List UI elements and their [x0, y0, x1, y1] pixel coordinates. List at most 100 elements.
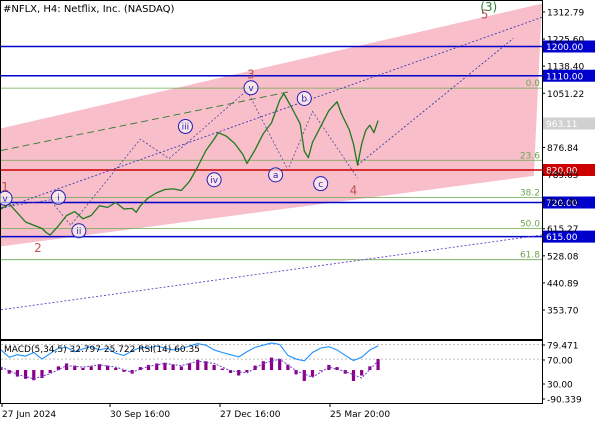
- macd-histogram-bar: [171, 364, 175, 371]
- y-tick-label: 1051.22: [547, 90, 584, 100]
- wave-path: [1, 89, 358, 226]
- macd-histogram-bar: [360, 370, 364, 376]
- macd-histogram-bar: [294, 370, 298, 375]
- macd-histogram-bar: [48, 370, 52, 373]
- key-level-label: 720.00: [546, 199, 578, 209]
- wave-label: iii: [182, 123, 190, 133]
- wave-label-circle: [268, 167, 284, 183]
- macd-histogram-bar: [7, 370, 11, 374]
- rsi-line: [1, 342, 379, 362]
- wave-label: i: [57, 194, 60, 204]
- macd-histogram-bar: [220, 368, 224, 371]
- macd-histogram-bar: [376, 359, 380, 371]
- wave-label: 2: [34, 241, 42, 255]
- wave-label: 3: [247, 67, 255, 81]
- macd-histogram-bar: [40, 370, 44, 379]
- wave-label-circle: [177, 118, 193, 134]
- macd-histogram-bar: [253, 365, 257, 371]
- indicator-y-tick-label: 30.00: [547, 381, 573, 391]
- key-level-label: 1110.00: [546, 72, 583, 82]
- macd-histogram-bar: [302, 370, 306, 381]
- wave-label: ii: [76, 227, 81, 237]
- y-tick-label: 1138.40: [547, 63, 584, 73]
- x-tick-label: 30 Sep 16:00: [110, 410, 170, 420]
- key-level-tag: [543, 230, 595, 243]
- macd-signal-line: [1, 358, 379, 380]
- macd-histogram-bar: [351, 370, 356, 381]
- indicator-panel-frame: [0, 340, 543, 404]
- wave-label: b: [301, 95, 307, 105]
- macd-histogram-bar: [237, 370, 241, 376]
- macd-histogram-bar: [155, 363, 159, 371]
- y-tick-label: 876.84: [547, 144, 579, 154]
- wave-label-circle: [0, 190, 13, 206]
- wave-label: a: [273, 171, 279, 181]
- macd-histogram-bar: [122, 370, 126, 372]
- wave-label-circle: [50, 189, 66, 205]
- price-panel: 0.023.638.250.061.81200.001110.00820.007…: [0, 0, 595, 317]
- macd-histogram-bar: [56, 366, 60, 371]
- macd-histogram-bar: [81, 367, 85, 371]
- fib-level-label: 50.0: [520, 220, 540, 230]
- wave-label: 1: [1, 180, 9, 194]
- macd-histogram-bar: [138, 367, 142, 371]
- macd-histogram-bar: [368, 366, 372, 371]
- key-level-tag: [543, 40, 595, 53]
- fib-level-label: 0.0: [526, 79, 541, 89]
- macd-histogram-bar: [97, 364, 101, 371]
- wave-label-circle: [243, 80, 259, 96]
- macd-histogram-bar: [73, 365, 77, 371]
- wave-label: v: [248, 84, 254, 94]
- macd-histogram-bar: [89, 366, 93, 371]
- y-tick-label: 528.08: [547, 252, 579, 262]
- trend-line: [357, 38, 514, 166]
- indicator-y-tick-label: 70.00: [547, 357, 573, 367]
- wave-label-circle: [206, 172, 222, 188]
- wave-label: iv: [210, 176, 219, 186]
- indicator-y-tick-label: -90.339: [547, 396, 582, 406]
- macd-histogram-bar: [228, 370, 233, 373]
- key-level-tag: [543, 69, 595, 82]
- macd-histogram-bar: [212, 364, 216, 371]
- price-line: [1, 92, 379, 236]
- fib-level-label: 23.6: [520, 151, 540, 161]
- key-level-tag: [543, 196, 595, 209]
- indicator-y-tick-label: 79.471: [547, 342, 579, 352]
- key-level-label: 1200.00: [546, 43, 583, 53]
- fib-level-label: 38.2: [520, 189, 540, 199]
- wave-label-circle: [313, 176, 329, 192]
- y-tick-label: 1225.60: [547, 36, 584, 46]
- macd-histogram-bar: [335, 367, 339, 371]
- wave-label: 4: [350, 183, 358, 197]
- macd-histogram-bar: [179, 366, 183, 371]
- x-tick-label: 27 Jun 2024: [2, 410, 56, 420]
- macd-histogram-bar: [261, 361, 265, 371]
- macd-histogram-bar: [23, 370, 28, 379]
- macd-histogram-bar: [146, 364, 151, 371]
- price-channel: [1, 3, 542, 247]
- y-tick-label: 615.27: [547, 225, 579, 235]
- current-price-tag: [543, 117, 595, 130]
- macd-histogram-bar: [105, 365, 110, 371]
- macd-histogram-bar: [245, 370, 249, 373]
- key-level-label: 820.00: [546, 167, 578, 177]
- wave-label: (3): [480, 0, 497, 14]
- indicator-plot-area: [1, 342, 542, 381]
- macd-histogram-bar: [204, 361, 208, 371]
- price-panel-frame: [0, 0, 543, 340]
- y-tick-label: 789.65: [547, 171, 579, 181]
- macd-histogram-bar: [15, 370, 19, 377]
- wave-label: 5: [481, 8, 489, 22]
- y-tick-label: 353.70: [547, 307, 579, 317]
- macd-histogram-bar: [64, 363, 69, 371]
- indicator-panel: 79.471 70.00 30.00 -90.339 27 Jun 2024 30 Sep…: [1, 342, 582, 420]
- macd-histogram-bar: [196, 359, 200, 371]
- macd-histogram-bar: [163, 362, 167, 371]
- macd-histogram-bar: [32, 370, 36, 381]
- indicator-label: MACD(5,34,5) 32.797 25.722 RSI(14) 60.35: [4, 345, 200, 355]
- macd-histogram-bar: [1, 368, 3, 371]
- price-plot-area: [1, 3, 542, 311]
- fib-level-label: 61.8: [520, 251, 540, 261]
- macd-histogram-bar: [269, 357, 274, 371]
